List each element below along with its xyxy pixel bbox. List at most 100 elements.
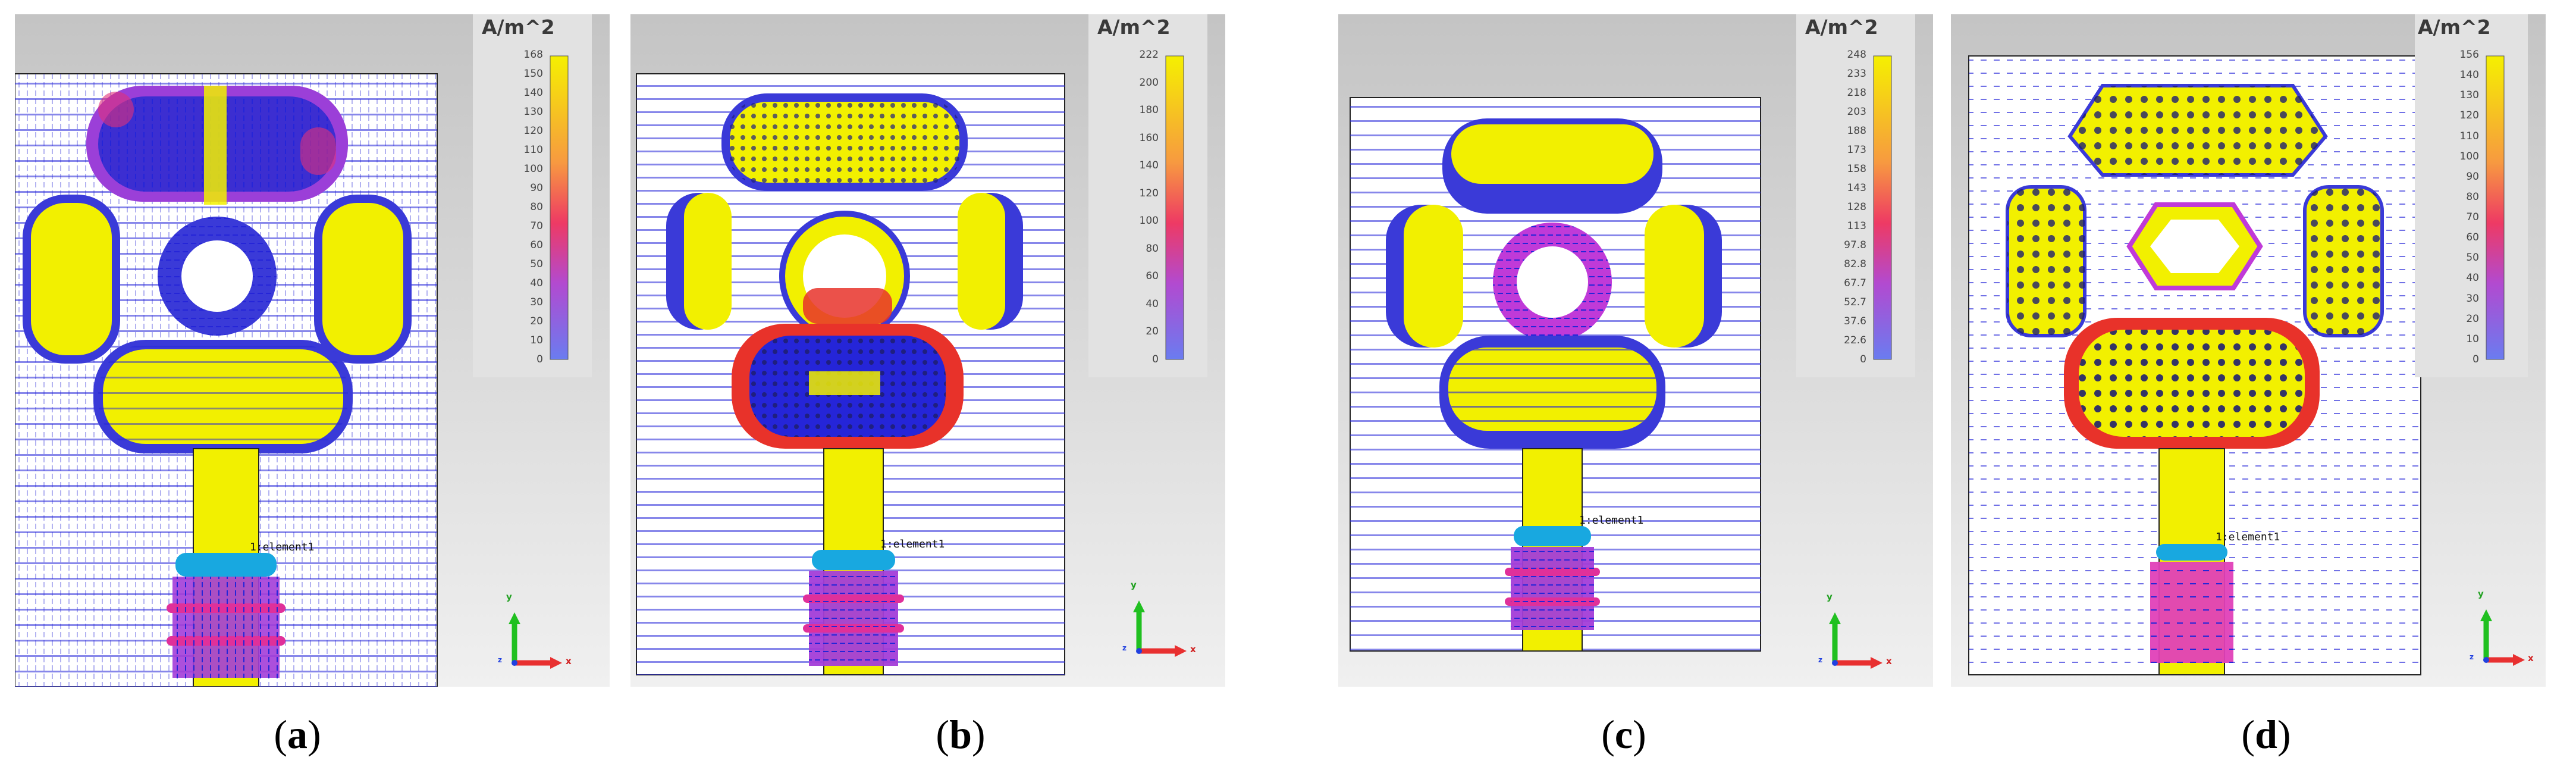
colorbar-tick: 70 — [530, 220, 543, 232]
colorbar-tick: 140 — [2459, 69, 2479, 82]
axis-y-label: y — [1827, 592, 1833, 602]
colorbar-tick: 80 — [2466, 190, 2479, 203]
caption-letter: a — [287, 712, 308, 757]
colorbar-tick: 67.7 — [1844, 277, 1866, 289]
colorbar-unit: A/m^2 — [1097, 15, 1171, 39]
colorbar-tick: 100 — [2459, 150, 2479, 162]
colorbar-tick: 120 — [2459, 109, 2479, 122]
port-label: 1:element1 — [250, 541, 315, 553]
colorbar-tick: 130 — [2459, 89, 2479, 102]
colorbar-tick: 140 — [523, 87, 543, 99]
colorbar-panel — [1088, 14, 1207, 377]
colorbar-panel — [1796, 14, 1915, 377]
panel-a-canvas — [15, 14, 610, 687]
colorbar-panel — [473, 14, 592, 377]
colorbar-unit: A/m^2 — [1805, 15, 1878, 39]
colorbar-tick: 158 — [1847, 163, 1866, 175]
axis-z-label: z — [2470, 653, 2474, 661]
caption-open: ( — [274, 712, 287, 757]
colorbar-tick: 113 — [1847, 220, 1866, 232]
colorbar-tick: 30 — [2466, 292, 2479, 305]
port-label: 1:element1 — [2216, 531, 2280, 543]
colorbar-tick: 222 — [1139, 49, 1159, 61]
colorbar — [1873, 55, 1892, 360]
colorbar-tick: 203 — [1847, 106, 1866, 118]
colorbar-tick: 60 — [1146, 270, 1159, 283]
axis-x-label: x — [1190, 644, 1196, 655]
caption-open: ( — [936, 712, 950, 757]
caption-c: (c) — [1564, 711, 1683, 758]
caption-close: ) — [2277, 712, 2291, 757]
colorbar-tick: 97.8 — [1844, 239, 1866, 251]
port-label: 1:element1 — [880, 538, 945, 550]
colorbar-tick: 233 — [1847, 68, 1866, 80]
colorbar — [2486, 55, 2505, 360]
colorbar-tick: 80 — [530, 201, 543, 213]
caption-open: ( — [2241, 712, 2255, 757]
axis-y-label: y — [506, 592, 512, 602]
colorbar-tick: 100 — [523, 163, 543, 175]
caption-letter: c — [1614, 712, 1633, 757]
colorbar-tick: 0 — [2473, 353, 2479, 365]
colorbar-ticks: 222 200 180 160 140 120 100 80 60 40 20 … — [1111, 49, 1159, 365]
colorbar-tick: 80 — [1146, 242, 1159, 255]
port — [1514, 526, 1591, 546]
colorbar-tick: 110 — [523, 144, 543, 156]
colorbar-ticks: 168 150 140 130 120 110 100 90 80 70 60 … — [495, 49, 543, 365]
caption-d: (d) — [2207, 711, 2326, 758]
caption-a: (a) — [238, 711, 357, 758]
caption-letter: b — [949, 712, 972, 757]
colorbar-tick: 120 — [523, 125, 543, 137]
colorbar-tick: 37.6 — [1844, 315, 1866, 327]
colorbar-tick: 130 — [523, 106, 543, 118]
port-label: 1:element1 — [1579, 514, 1644, 527]
panel-c: A/m^2 248 233 218 203 188 173 158 143 12… — [1338, 14, 1933, 687]
colorbar-tick: 120 — [1139, 187, 1159, 199]
colorbar-tick: 140 — [1139, 159, 1159, 172]
panel-d: A/m^2 156 140 130 120 110 100 90 80 70 6… — [1951, 14, 2546, 687]
colorbar-tick: 0 — [536, 353, 543, 365]
colorbar — [550, 55, 569, 360]
colorbar-tick: 10 — [530, 334, 543, 346]
colorbar-tick: 20 — [2466, 312, 2479, 325]
colorbar-tick: 22.6 — [1844, 334, 1866, 346]
colorbar-tick: 248 — [1847, 49, 1866, 61]
caption-letter: d — [2255, 712, 2277, 757]
colorbar-tick: 160 — [1139, 132, 1159, 144]
colorbar-ticks: 248 233 218 203 188 173 158 143 128 113 … — [1819, 49, 1866, 365]
colorbar-tick: 40 — [1146, 298, 1159, 310]
colorbar-tick: 180 — [1139, 104, 1159, 117]
colorbar-tick: 156 — [2459, 49, 2479, 61]
colorbar-tick: 40 — [2466, 272, 2479, 284]
colorbar-tick: 50 — [530, 258, 543, 270]
panel-a: A/m^2 168 150 140 130 120 110 100 90 80 … — [15, 14, 610, 687]
colorbar-tick: 110 — [2459, 130, 2479, 142]
colorbar-tick: 0 — [1860, 353, 1866, 365]
axis-x-label: x — [566, 656, 572, 666]
port — [175, 553, 277, 577]
colorbar-tick: 82.8 — [1844, 258, 1866, 270]
colorbar-ticks: 156 140 130 120 110 100 90 80 70 60 50 4… — [2431, 49, 2479, 365]
colorbar-tick: 70 — [2466, 211, 2479, 223]
axis-x-label: x — [1886, 656, 1892, 666]
colorbar-tick: 150 — [523, 68, 543, 80]
colorbar-tick: 10 — [2466, 333, 2479, 345]
caption-close: ) — [1633, 712, 1646, 757]
colorbar-tick: 40 — [530, 277, 543, 289]
colorbar-panel — [2415, 14, 2528, 377]
colorbar-tick: 60 — [2466, 231, 2479, 244]
colorbar-tick: 168 — [523, 49, 543, 61]
colorbar-tick: 0 — [1152, 353, 1159, 365]
axis-z-label: z — [498, 656, 502, 664]
colorbar-unit: A/m^2 — [482, 15, 555, 39]
colorbar-tick: 188 — [1847, 125, 1866, 137]
caption-close: ) — [971, 712, 986, 757]
axis-z-label: z — [1122, 644, 1127, 652]
axis-y-label: y — [1131, 580, 1137, 590]
right-patch — [314, 195, 412, 364]
colorbar-tick: 60 — [530, 239, 543, 251]
colorbar-tick: 30 — [530, 296, 543, 308]
colorbar-tick: 52.7 — [1844, 296, 1866, 308]
colorbar-tick: 20 — [1146, 326, 1159, 338]
panel-b-canvas — [630, 14, 1225, 687]
